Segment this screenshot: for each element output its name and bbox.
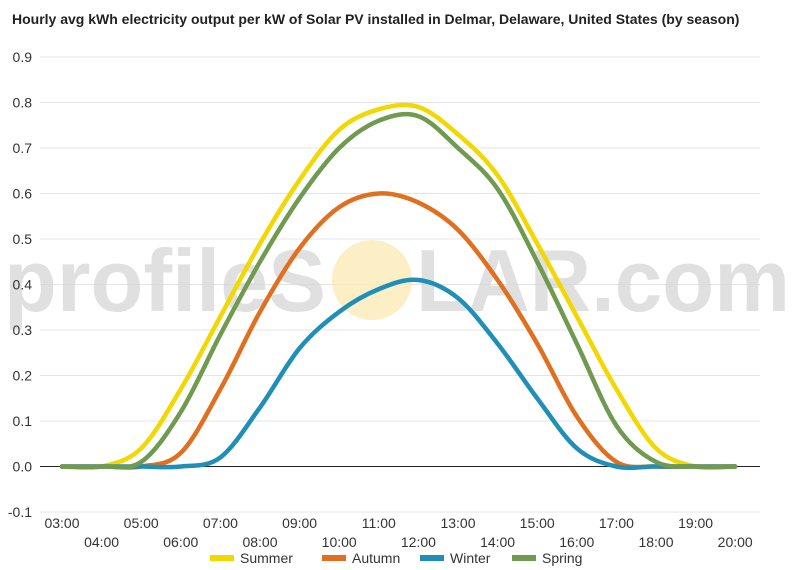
y-tick-label: 0.5 (13, 231, 33, 247)
series-line-winter (59, 277, 738, 471)
legend: Summer Autumn Winter Spring (210, 550, 582, 566)
y-axis-ticks: 0.9 0.8 0.7 0.6 0.5 0.4 0.3 0.2 0.1 0.0 -0.1 (8, 49, 32, 520)
y-tick-label: 0.8 (13, 95, 33, 111)
x-tick-label: 12:00 (401, 534, 436, 550)
watermark: profileS LAR.com (4, 231, 790, 330)
x-tick-label: 18:00 (638, 534, 673, 550)
x-tick-label: 19:00 (678, 515, 713, 531)
watermark-right-text: LAR.com (416, 231, 790, 330)
y-tick-label: 0.6 (13, 186, 33, 202)
x-tick-label: 11:00 (362, 515, 396, 531)
y-tick-label: 0.4 (13, 277, 33, 293)
y-tick-label: 0.2 (13, 368, 33, 384)
watermark-left-text: profileS (4, 231, 326, 330)
legend-swatch-summer (210, 555, 234, 561)
y-tick-label: 0.0 (13, 459, 33, 475)
legend-item-summer[interactable]: Summer (210, 550, 293, 566)
legend-swatch-autumn (322, 555, 346, 561)
legend-label-winter: Winter (450, 550, 491, 566)
y-tick-label: 0.1 (13, 413, 33, 429)
x-tick-label: 10:00 (322, 534, 357, 550)
x-tick-label: 16:00 (559, 534, 594, 550)
series-line-summer (59, 102, 738, 471)
x-tick-label: 20:00 (718, 534, 753, 550)
x-tick-label: 07:00 (203, 515, 238, 531)
legend-item-spring[interactable]: Spring (512, 550, 582, 566)
series-line-spring (59, 111, 738, 470)
y-tick-label: 0.9 (13, 49, 33, 65)
x-tick-label: 05:00 (124, 515, 159, 531)
legend-label-autumn: Autumn (352, 550, 400, 566)
y-tick-label: 0.7 (13, 140, 33, 156)
legend-swatch-spring (512, 555, 536, 561)
series-lines (59, 102, 738, 471)
x-tick-label: 09:00 (282, 515, 317, 531)
x-tick-label: 13:00 (440, 515, 475, 531)
legend-item-autumn[interactable]: Autumn (322, 550, 400, 566)
x-tick-label: 14:00 (480, 534, 515, 550)
legend-label-summer: Summer (240, 550, 293, 566)
x-tick-label: 03:00 (44, 515, 79, 531)
chart-title: Hourly avg kWh electricity output per kW… (12, 11, 740, 27)
legend-label-spring: Spring (542, 550, 582, 566)
x-tick-label: 04:00 (84, 534, 119, 550)
x-tick-label: 15:00 (520, 515, 555, 531)
series-line-autumn (59, 191, 738, 470)
x-tick-label: 08:00 (242, 534, 277, 550)
x-tick-label: 06:00 (163, 534, 198, 550)
legend-swatch-winter (420, 555, 444, 561)
y-tick-label: -0.1 (8, 504, 32, 520)
legend-item-winter[interactable]: Winter (420, 550, 491, 566)
watermark-sun (332, 240, 412, 320)
x-tick-label: 17:00 (599, 515, 634, 531)
y-tick-label: 0.3 (13, 322, 33, 338)
